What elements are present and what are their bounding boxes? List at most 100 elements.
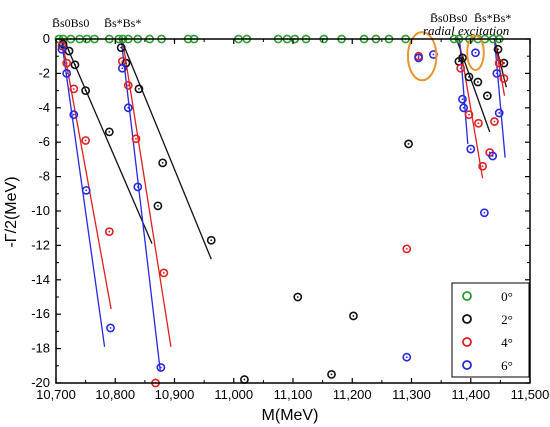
x-tick-label: 11,400 (451, 387, 490, 402)
fit-line (61, 38, 112, 310)
data-point (479, 208, 489, 218)
legend-label: 0° (501, 289, 513, 304)
data-point (471, 48, 480, 58)
x-tick-label: 11,300 (392, 387, 431, 402)
data-point (402, 352, 412, 362)
data-point (493, 44, 503, 54)
legend: 0° 2° 4° 6° (451, 282, 530, 378)
data-point (206, 235, 216, 245)
data-point-dot (108, 130, 111, 133)
data-point (494, 108, 504, 118)
data-point (81, 86, 91, 95)
data-point-dot (84, 89, 87, 92)
data-point-dot (459, 67, 462, 70)
y-tick-label: -12 (31, 237, 50, 252)
data-point-dot (405, 247, 408, 250)
axes: 10,700 10,800 10,900 11,000 11,100 11,200 11,3… (31, 31, 549, 402)
x-tick-label: 10,800 (95, 387, 135, 402)
y-tick-label: -10 (31, 203, 50, 218)
data-point-dot (495, 72, 498, 75)
data-point (69, 110, 79, 120)
y-tick-label: -2 (38, 65, 50, 80)
data-point-dot (159, 366, 162, 369)
legend-label: 4° (501, 335, 513, 350)
data-point-dot (61, 48, 63, 51)
x-tick-label: 11,100 (274, 387, 313, 402)
series-2-deg (58, 39, 509, 384)
data-point (81, 136, 91, 145)
data-point-dot (296, 296, 299, 298)
fit-line (458, 38, 469, 144)
data-point (402, 244, 412, 254)
data-point-dot (65, 62, 68, 64)
data-point (81, 185, 91, 195)
y-tick-label: -18 (31, 341, 50, 356)
data-point-dot (407, 143, 410, 145)
y-tick-label: -14 (31, 272, 50, 287)
data-point-dot (432, 53, 435, 56)
data-point-dot (498, 62, 501, 64)
data-point (404, 139, 413, 149)
data-point (456, 63, 466, 73)
data-point (478, 161, 487, 171)
annotation-bsbs-star: B̄s*Bs* (104, 16, 141, 30)
x-axis-title: M(MeV) (262, 407, 319, 424)
x-tick-label: 11,000 (214, 387, 253, 402)
data-point (293, 292, 303, 302)
x-tick-label: 10,900 (155, 387, 195, 402)
data-point (131, 134, 141, 144)
data-point (494, 58, 504, 68)
y-axis-title: -Γ/2(MeV) (3, 176, 20, 247)
data-point (104, 127, 114, 137)
data-point (104, 227, 114, 237)
data-point-dot (503, 77, 505, 80)
data-point-dot (62, 43, 65, 46)
data-point-dot (405, 356, 408, 359)
data-point-dot (476, 81, 479, 83)
data-point-dot (121, 67, 124, 70)
data-point-dot (136, 186, 139, 188)
fit-line (63, 38, 153, 244)
y-tick-label: 0 (43, 31, 50, 46)
data-point-dot (127, 106, 130, 109)
fit-line (120, 38, 161, 372)
data-point-dot (135, 137, 137, 140)
data-point-dot (461, 98, 464, 101)
data-point-dot (84, 139, 87, 142)
legend-marker (462, 360, 472, 370)
data-point (62, 69, 72, 78)
data-point-dot (65, 72, 68, 75)
data-point (488, 151, 498, 161)
data-point (133, 182, 143, 192)
data-point (159, 268, 169, 278)
x-tick-label: 11,500 (511, 387, 550, 402)
highlight-ellipses (406, 31, 485, 82)
y-tick-label: -6 (38, 134, 50, 149)
data-point (473, 77, 483, 87)
data-point (134, 84, 144, 94)
data-point (116, 43, 126, 52)
legend-item: 2° (462, 312, 513, 327)
fit-line (120, 38, 212, 260)
data-point-dot (481, 165, 484, 168)
data-point (123, 81, 133, 90)
highlight-ellipse (406, 31, 438, 82)
data-point-dot (483, 211, 486, 214)
data-point (499, 58, 509, 68)
data-point-dot (74, 63, 76, 66)
data-point (459, 103, 469, 113)
fit-line (121, 38, 172, 347)
data-point (57, 44, 67, 54)
annotation-bsbs-star-excited: B̄s*Bs* (474, 11, 511, 25)
data-point (458, 94, 467, 104)
data-point-dot (491, 155, 494, 157)
series-6-deg (57, 44, 504, 372)
annotation-radial-excitation: radial excitation (423, 23, 509, 38)
data-point-dot (468, 75, 470, 78)
data-point-dot (109, 327, 112, 329)
data-point (466, 144, 476, 154)
data-point-dot (498, 112, 501, 114)
data-point (106, 323, 115, 333)
legend-marker (462, 291, 472, 301)
data-point-dot (72, 113, 75, 116)
